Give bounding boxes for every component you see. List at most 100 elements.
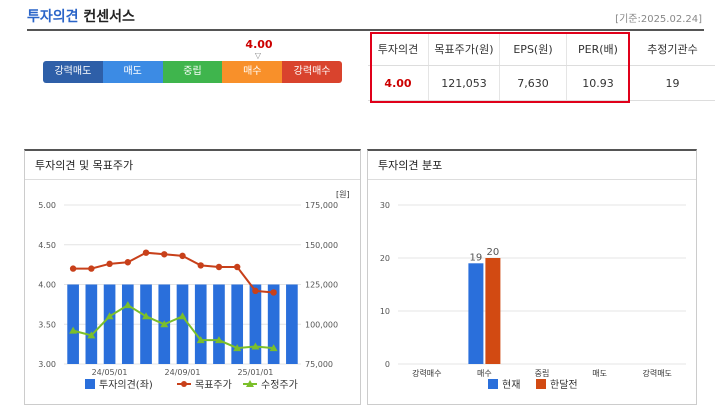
panel-title-opinion-target: 투자의견 및 목표주가 — [35, 159, 134, 172]
opinion-scale: 강력매도 매도 중립 매수 강력매수 — [43, 61, 342, 83]
title-opinion: 투자의견 — [27, 9, 79, 25]
col-target-price: 목표주가(원) — [428, 33, 500, 66]
point-target-price — [197, 262, 204, 269]
line-target-price — [73, 251, 274, 294]
bar-opinion — [194, 284, 207, 364]
legend-marker-circle — [181, 381, 187, 387]
col-eps: EPS(원) — [499, 33, 567, 66]
point-adjusted-price — [69, 326, 78, 334]
legend-swatch — [536, 379, 546, 389]
bar-opinion — [286, 284, 298, 364]
legend-label: 투자의견(좌) — [99, 379, 153, 391]
legend-label: 목표주가 — [195, 379, 232, 391]
point-adjusted-price — [160, 320, 169, 328]
x-category-label: 강력매도 — [642, 368, 671, 378]
x-tick-label: 24/05/01 — [92, 368, 128, 377]
bar-opinion — [140, 284, 152, 364]
bar-opinion — [249, 284, 262, 364]
y-axis-unit-label: [원] — [336, 190, 350, 199]
y-left-tick-label: 5.00 — [38, 201, 56, 210]
point-adjusted-price — [251, 342, 260, 350]
y-tick-label: 0 — [385, 360, 390, 369]
value-eps: 7,630 — [499, 65, 567, 101]
x-category-label: 매도 — [592, 369, 607, 378]
point-adjusted-price — [214, 336, 223, 344]
y-tick-label: 10 — [380, 307, 390, 316]
scale-neutral: 중립 — [162, 61, 223, 83]
point-adjusted-price — [142, 312, 151, 320]
bar-opinion — [176, 284, 189, 364]
y-right-tick-label: 75,000 — [305, 360, 333, 369]
point-target-price — [88, 265, 95, 272]
point-target-price — [233, 263, 241, 271]
legend-swatch-opinion — [85, 379, 95, 389]
legend-label: 한달전 — [550, 379, 578, 391]
score-value: 4.00 — [245, 38, 273, 51]
bar-value-label: 20 — [487, 247, 500, 258]
bar-opinion — [85, 284, 98, 364]
point-target-price — [142, 249, 150, 256]
legend-swatch — [488, 379, 498, 389]
y-right-tick-label: 100,000 — [305, 320, 338, 329]
header-divider — [27, 29, 704, 31]
scale-strong-sell: 강력매도 — [43, 61, 103, 83]
consensus-table: 투자의견 목표주가(원) EPS(원) PER(배) 추정기관수 4.00 12… — [368, 33, 715, 101]
x-tick-label: 25/01/01 — [237, 368, 273, 377]
point-adjusted-price — [123, 301, 132, 309]
highlight-box — [370, 32, 630, 103]
scale-strong-buy: 강력매수 — [282, 61, 342, 83]
point-adjusted-price — [269, 344, 278, 352]
bar-opinion — [213, 284, 225, 364]
x-category-label: 강력매수 — [412, 368, 441, 378]
bar-opinion — [231, 284, 244, 364]
panel-title-distribution: 투자의견 분포 — [378, 159, 443, 172]
point-target-price — [69, 265, 77, 272]
bar-value-label: 19 — [470, 252, 483, 263]
y-left-tick-label: 4.00 — [38, 281, 56, 290]
bar-current — [468, 263, 484, 364]
y-right-tick-label: 175,000 — [305, 201, 338, 210]
line-adjusted-price — [72, 303, 274, 350]
opinion-target-panel: 투자의견 및 목표주가 [원] 5.00 4.50 4.00 3.50 3.00 175,0… — [24, 149, 361, 405]
value-target-price: 121,053 — [428, 65, 500, 101]
y-tick-label: 30 — [380, 201, 390, 210]
y-tick-label: 20 — [380, 254, 390, 263]
consensus-value-row: 4.00 121,053 7,630 10.93 19 — [368, 65, 715, 101]
value-opinion: 4.00 — [368, 65, 429, 101]
col-institutions: 추정기관수 — [629, 33, 715, 66]
point-adjusted-price — [105, 312, 114, 320]
consensus-header-row: 투자의견 목표주가(원) EPS(원) PER(배) 추정기관수 — [368, 33, 715, 66]
legend-marker-triangle — [246, 380, 254, 387]
bar-opinion — [267, 284, 280, 364]
legend-label: 현재 — [502, 379, 520, 391]
x-tick-label: 24/09/01 — [165, 368, 201, 377]
panel-divider — [25, 179, 360, 180]
value-institutions: 19 — [629, 65, 715, 101]
col-opinion: 투자의견 — [368, 33, 429, 66]
opinion-target-chart: [원] 5.00 4.50 4.00 3.50 3.00 175,000 150,000 125… — [38, 190, 350, 391]
point-target-price — [106, 260, 113, 268]
x-category-label: 매수 — [477, 369, 492, 378]
col-per: PER(배) — [566, 33, 630, 66]
bar-month-ago — [485, 258, 501, 364]
point-target-price — [252, 287, 259, 295]
x-category-label: 중립 — [535, 369, 550, 378]
section-title: 투자의견 컨센서스 — [27, 6, 135, 26]
point-target-price — [161, 251, 168, 258]
title-consensus: 컨센서스 — [83, 9, 135, 25]
bar-opinion — [121, 284, 134, 364]
y-right-tick-label: 150,000 — [305, 241, 338, 250]
score-marker-icon: ▽ — [254, 51, 262, 60]
point-target-price — [179, 252, 186, 260]
scale-buy: 매수 — [222, 61, 283, 83]
point-adjusted-price — [196, 336, 205, 344]
bar-opinion — [103, 284, 116, 364]
point-adjusted-price — [178, 312, 187, 320]
panel-divider — [368, 179, 696, 180]
point-target-price — [215, 263, 223, 271]
point-target-price — [270, 289, 277, 296]
y-left-tick-label: 3.00 — [38, 360, 56, 369]
y-left-tick-label: 3.50 — [38, 320, 56, 329]
